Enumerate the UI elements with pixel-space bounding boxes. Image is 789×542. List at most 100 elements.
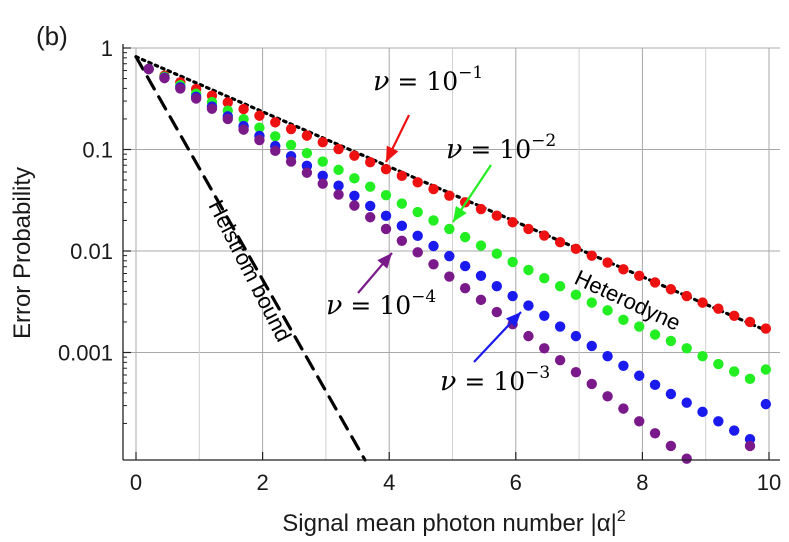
data-point <box>349 173 360 184</box>
data-point <box>475 270 487 281</box>
data-point <box>760 323 772 334</box>
nu-3-arrow-head <box>505 312 521 328</box>
x-tick-label: 8 <box>636 470 648 495</box>
nu-2-label: ν = 10−2 <box>446 131 556 165</box>
data-point <box>175 83 186 94</box>
data-point <box>143 63 154 75</box>
data-point <box>365 200 376 212</box>
data-point <box>634 416 645 427</box>
data-point <box>713 358 724 370</box>
data-point <box>570 289 582 301</box>
data-point <box>459 231 471 243</box>
data-point <box>665 388 677 400</box>
y-tick-label: 0.01 <box>70 239 113 264</box>
nu-4-label: ν = 10−4 <box>326 287 436 321</box>
data-point <box>539 343 550 354</box>
data-point <box>618 403 629 414</box>
data-point <box>412 177 423 188</box>
data-point <box>649 428 661 439</box>
data-point <box>554 280 566 292</box>
data-point <box>586 297 597 308</box>
nu-4-annotation: ν = 10−4 <box>326 252 436 321</box>
data-point <box>728 425 740 436</box>
data-point <box>602 257 613 268</box>
data-point <box>380 210 392 222</box>
data-point <box>523 300 534 311</box>
data-point <box>491 306 503 318</box>
x-tick-label: 6 <box>510 470 522 495</box>
data-point <box>459 283 471 294</box>
data-point <box>665 284 677 295</box>
data-point <box>681 453 692 464</box>
data-points <box>143 63 772 464</box>
data-point <box>365 212 376 223</box>
data-point <box>349 200 360 211</box>
data-point <box>760 398 772 410</box>
data-point <box>396 198 408 209</box>
data-point <box>222 97 233 108</box>
data-point <box>713 416 724 427</box>
data-point <box>285 123 297 135</box>
data-point <box>728 310 740 321</box>
data-point <box>396 220 408 232</box>
y-tick-label: 0.1 <box>82 138 113 163</box>
data-point <box>301 147 313 159</box>
data-point <box>412 206 423 218</box>
data-point <box>649 329 661 340</box>
data-point <box>523 223 534 235</box>
data-point <box>238 103 249 115</box>
data-point <box>444 223 455 235</box>
data-point <box>554 354 566 366</box>
nu-2-arrow-head <box>453 205 467 222</box>
data-point <box>539 272 550 284</box>
data-point <box>491 210 503 221</box>
data-point <box>270 131 281 142</box>
data-point <box>428 183 439 195</box>
data-point <box>428 259 439 270</box>
data-point <box>697 297 708 308</box>
data-point <box>222 113 233 125</box>
data-point <box>317 156 328 167</box>
x-axis-label: Signal mean photon number |α|2 <box>282 508 626 537</box>
nu-1-arrow-head <box>386 145 399 162</box>
data-point <box>317 137 328 148</box>
data-point <box>444 190 455 201</box>
data-point <box>333 189 344 200</box>
data-point <box>697 406 708 418</box>
data-point <box>475 203 487 215</box>
data-point <box>396 170 408 182</box>
data-point <box>649 379 661 391</box>
x-tick-label: 0 <box>130 470 142 495</box>
data-point <box>190 93 202 104</box>
data-point <box>317 170 328 182</box>
data-point <box>554 321 566 332</box>
data-point <box>333 143 344 155</box>
data-point <box>428 240 439 252</box>
data-point <box>665 440 677 452</box>
y-tick-label: 1 <box>101 36 113 61</box>
data-point <box>618 360 629 371</box>
data-point <box>507 256 518 268</box>
data-point <box>270 145 281 157</box>
data-point <box>618 314 629 325</box>
data-point <box>333 180 344 191</box>
data-point <box>618 264 629 275</box>
data-point <box>602 305 613 316</box>
data-point <box>744 373 756 385</box>
data-point <box>681 290 692 302</box>
data-point <box>697 350 708 362</box>
nu-1-label: ν = 10−1 <box>373 63 483 97</box>
data-point <box>539 230 550 241</box>
nu-3-annotation: ν = 10−3 <box>440 311 550 397</box>
data-point <box>317 178 328 189</box>
data-point <box>602 350 613 362</box>
data-point <box>428 215 439 226</box>
data-point <box>634 321 645 332</box>
annotations: ν = 10−1 ν = 10−2 ν = 10−3 ν = 10−4 <box>326 63 556 397</box>
nu-3-label: ν = 10−3 <box>440 363 550 397</box>
data-point <box>380 189 392 201</box>
data-point <box>333 164 344 176</box>
data-point <box>554 237 566 248</box>
x-tick-label: 2 <box>256 470 268 495</box>
